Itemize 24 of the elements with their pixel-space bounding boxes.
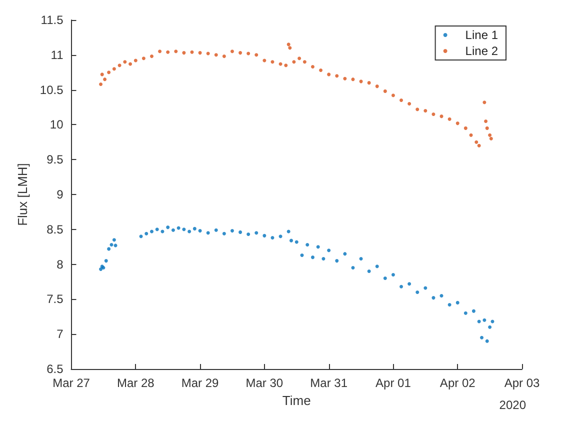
y-tick-label: 9.5 [46, 152, 64, 167]
y-axis-title: Flux [LMH] [15, 163, 30, 226]
x-tick-label: Apr 03 [504, 376, 540, 390]
x-tick-label: Apr 01 [376, 376, 412, 390]
legend-label: Line 2 [465, 44, 498, 58]
y-tick-label: 10 [50, 118, 64, 132]
y-tick-label: 11.5 [40, 13, 64, 27]
x-axis-title: Time [282, 392, 311, 408]
y-tick-label: 7 [56, 327, 64, 342]
y-tick-label: 8 [56, 257, 64, 272]
x-tick-label: Mar 29 [181, 376, 220, 390]
y-tick-label: 11 [50, 48, 64, 62]
x-tick-label: Mar 30 [246, 376, 284, 390]
x-tick-label: Apr 02 [440, 376, 476, 390]
x-tick-label: Mar 31 [310, 376, 348, 390]
x-tick-label: Mar 28 [116, 376, 155, 390]
y-tick-label: 8.5 [46, 222, 64, 236]
y-tick-label: 10.5 [40, 82, 64, 97]
y-tick-label: 6.5 [46, 362, 64, 376]
x-tick-label: Mar 27 [52, 376, 90, 390]
y-tick-label: 7.5 [46, 292, 64, 306]
text: 2020 [499, 398, 526, 412]
legend-label: Line 1 [465, 28, 498, 42]
y-tick-label: 9 [56, 188, 64, 202]
